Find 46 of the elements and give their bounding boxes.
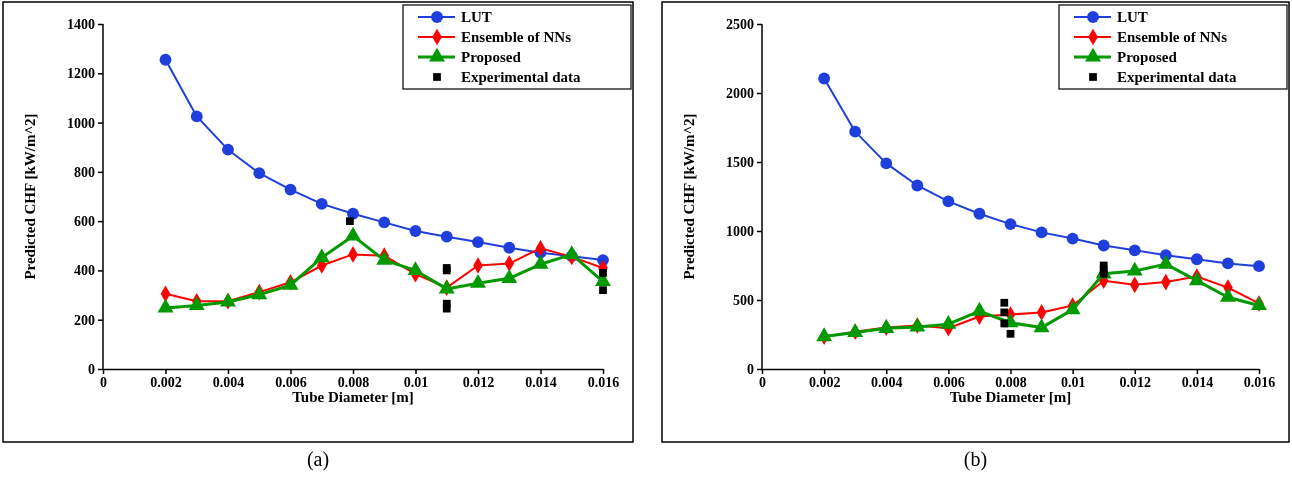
- legend-label: LUT: [461, 9, 492, 25]
- x-tick-label: 0.002: [808, 374, 841, 390]
- y-tick-label: 2500: [726, 16, 754, 32]
- y-axis-title: Predicted CHF [kW/m^2]: [22, 113, 38, 280]
- y-tick-label: 500: [733, 292, 754, 308]
- x-tick-label: 0.014: [525, 374, 557, 390]
- y-tick-label: 200: [74, 312, 95, 328]
- legend-label: Ensemble of NNs: [1117, 29, 1228, 45]
- x-tick-label: 0.004: [871, 374, 903, 390]
- y-tick-label: 600: [74, 214, 95, 230]
- y-tick-label: 1000: [67, 115, 95, 131]
- x-tick-label: 0.01: [403, 374, 429, 390]
- x-axis-title: Tube Diameter [m]: [292, 389, 414, 405]
- x-tick-label: 0.002: [150, 374, 182, 390]
- legend-label: Proposed: [461, 49, 522, 65]
- text: (a): [306, 448, 330, 471]
- legend-label: Experimental data: [461, 69, 582, 85]
- x-tick-label: 0.008: [337, 374, 370, 390]
- y-tick-label: 0: [88, 361, 95, 377]
- y-tick-label: 1500: [726, 154, 754, 170]
- legend-label: Ensemble of NNs: [461, 29, 572, 45]
- legend-label: Proposed: [1117, 49, 1178, 65]
- x-tick-label: 0.006: [275, 374, 307, 390]
- y-tick-label: 800: [74, 164, 95, 180]
- x-tick-label: 0.012: [1119, 374, 1151, 390]
- x-tick-label: 0.012: [462, 374, 495, 390]
- x-tick-label: 0.016: [1243, 374, 1276, 390]
- y-axis-title: Predicted CHF [kW/m^2]: [681, 113, 697, 280]
- x-tick-label: 0.014: [1181, 374, 1214, 390]
- y-tick-label: 0: [747, 361, 754, 377]
- x-tick-label: 0.006: [933, 374, 965, 390]
- x-tick-label: 0: [759, 374, 766, 390]
- x-tick-label: 0: [100, 374, 107, 390]
- x-axis-title: Tube Diameter [m]: [949, 389, 1072, 405]
- y-tick-label: 1400: [67, 16, 95, 32]
- x-tick-label: 0.01: [1060, 374, 1086, 390]
- x-tick-label: 0.004: [212, 374, 245, 390]
- text: (b): [963, 448, 988, 471]
- legend-label: LUT: [1117, 9, 1148, 25]
- y-tick-label: 2000: [726, 85, 754, 101]
- y-tick-label: 1200: [67, 66, 95, 82]
- legend-label: Experimental data: [1117, 69, 1238, 85]
- y-tick-label: 1000: [726, 223, 754, 239]
- y-tick-label: 400: [74, 263, 95, 279]
- x-tick-label: 0.016: [587, 374, 620, 390]
- x-tick-label: 0.008: [995, 374, 1027, 390]
